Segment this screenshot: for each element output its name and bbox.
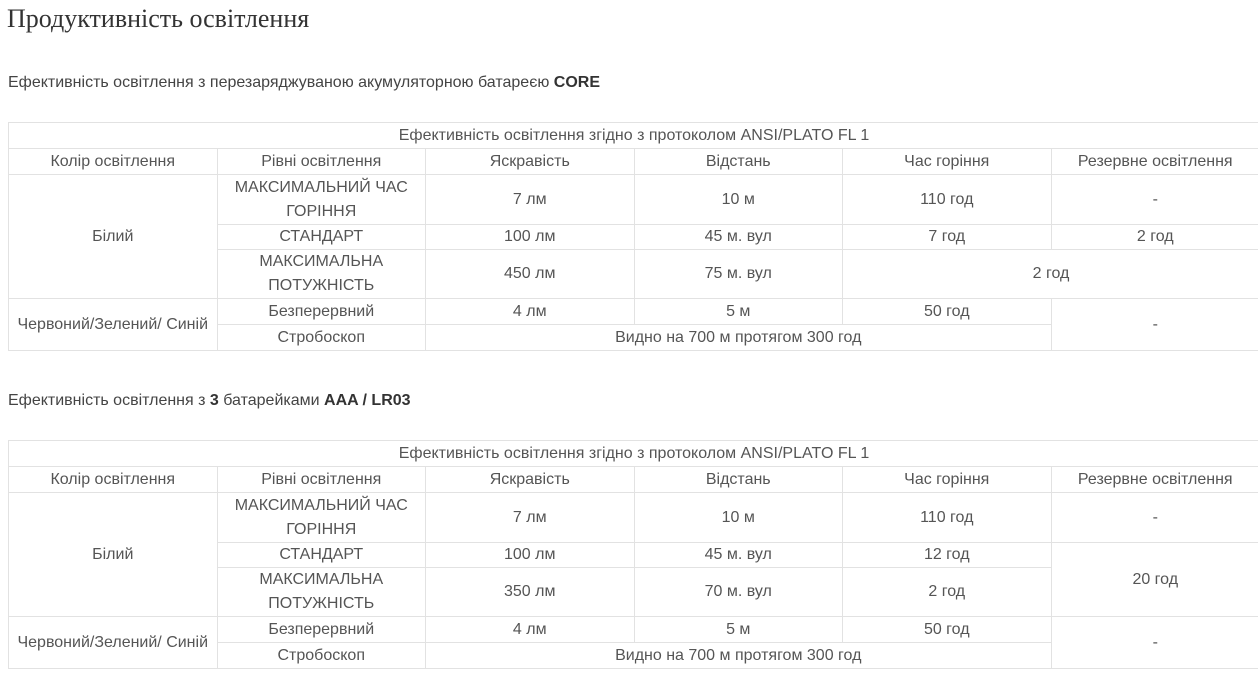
table-cell: 100 лм bbox=[425, 542, 635, 568]
table-cell: 2 год bbox=[842, 249, 1258, 299]
table-cell: МАКСИМАЛЬНИЙ ЧАС ГОРІННЯ bbox=[216, 174, 426, 225]
table-cell: 450 лм bbox=[425, 249, 635, 299]
subtitle-part: Ефективність освітлення з bbox=[8, 392, 210, 409]
table-row: Стробоскоп Видно на 700 м протягом 300 го… bbox=[9, 642, 1258, 669]
table-cell: 2 год bbox=[842, 567, 1052, 617]
table-cell: 100 лм bbox=[425, 224, 635, 250]
table-cell: 7 лм bbox=[425, 492, 635, 543]
table-header-row: Колір освітлення Рівні освітлення Яскравіс… bbox=[8, 148, 1258, 175]
header-cell: Резервне освітлення bbox=[1050, 466, 1258, 493]
table-row: СТАНДАРТ 100 лм 45 м. вул 12 год 20 год bbox=[9, 542, 1258, 617]
lighting-performance-table-aaa: Ефективність освітлення згідно з протоко… bbox=[8, 440, 1258, 669]
subtitle-part: батарейками bbox=[218, 392, 325, 409]
table-row: Червоний/Зелений/ Синій Безперервний 4 лм 5… bbox=[8, 298, 1258, 351]
table-cell: Білий bbox=[8, 174, 218, 299]
header-cell: Ефективність освітлення згідно з протоко… bbox=[8, 122, 1258, 149]
table-cell: Видно на 700 м протягом 300 год bbox=[425, 642, 1052, 669]
table-cell: 4 лм bbox=[425, 616, 635, 643]
table-header-row: Колір освітлення Рівні освітлення Яскравіс… bbox=[8, 466, 1258, 493]
table-cell: СТАНДАРТ bbox=[216, 542, 426, 568]
table-cell: 70 м. вул bbox=[633, 567, 843, 617]
table-cell: 7 лм bbox=[425, 174, 635, 225]
header-cell: Відстань bbox=[633, 466, 843, 493]
table-cell: 75 м. вул bbox=[633, 249, 843, 299]
table-cell: 2 год bbox=[1050, 224, 1258, 250]
header-cell: Відстань bbox=[633, 148, 843, 175]
table-cell: МАКСИМАЛЬНА ПОТУЖНІСТЬ bbox=[216, 249, 426, 299]
table-cell: - bbox=[1050, 616, 1258, 669]
lighting-performance-table-core: Ефективність освітлення згідно з протоко… bbox=[8, 122, 1258, 351]
table-cell: Безперервний bbox=[216, 616, 426, 643]
table-row: МАКСИМАЛЬНА ПОТУЖНІСТЬ 450 лм 75 м. вул 2 г… bbox=[9, 249, 1258, 299]
table-cell: 110 год bbox=[842, 492, 1052, 543]
table-cell: Білий bbox=[8, 492, 218, 617]
header-cell: Рівні освітлення bbox=[216, 148, 426, 175]
table-row: Стробоскоп Видно на 700 м протягом 300 го… bbox=[9, 324, 1258, 351]
table-caption-row: Ефективність освітлення згідно з протоко… bbox=[8, 440, 1258, 467]
table-cell: 7 год bbox=[842, 224, 1052, 250]
table-cell: 45 м. вул bbox=[633, 542, 843, 568]
table-row: Білий МАКСИМАЛЬНИЙ ЧАС ГОРІННЯ 7 лм 10 м 110… bbox=[8, 174, 1258, 299]
header-cell: Час горіння bbox=[842, 148, 1052, 175]
table-cell: - bbox=[1050, 298, 1258, 351]
table-row: МАКСИМАЛЬНА ПОТУЖНІСТЬ 350 лм 70 м. вул 2 г… bbox=[9, 567, 1258, 617]
table-cell: Стробоскоп bbox=[216, 324, 426, 351]
table-cell: 4 лм bbox=[425, 298, 635, 325]
table-cell: Видно на 700 м протягом 300 год bbox=[425, 324, 1052, 351]
table-cell: 5 м bbox=[633, 616, 843, 643]
subtitle-part: CORE bbox=[553, 74, 601, 91]
table-cell: 10 м bbox=[633, 492, 843, 543]
header-cell: Яскравість bbox=[425, 466, 635, 493]
table-row: Червоний/Зелений/ Синій Безперервний 4 лм 5… bbox=[8, 616, 1258, 669]
table-caption-row: Ефективність освітлення згідно з протоко… bbox=[8, 122, 1258, 149]
subtitle-part: 3 bbox=[209, 392, 219, 409]
header-cell: Ефективність освітлення згідно з протоко… bbox=[8, 440, 1258, 467]
table-row: Білий МАКСИМАЛЬНИЙ ЧАС ГОРІННЯ 7 лм 10 м 110… bbox=[8, 492, 1258, 617]
table-cell: 45 м. вул bbox=[633, 224, 843, 250]
subtitle-part: AAA / LR03 bbox=[324, 392, 411, 409]
section-subtitle-core: Ефективність освітлення з перезаряджуван… bbox=[8, 74, 600, 92]
table-cell: Стробоскоп bbox=[216, 642, 426, 669]
table-cell: 5 м bbox=[633, 298, 843, 325]
table-cell: МАКСИМАЛЬНА ПОТУЖНІСТЬ bbox=[216, 567, 426, 617]
table-cell: МАКСИМАЛЬНИЙ ЧАС ГОРІННЯ bbox=[216, 492, 426, 543]
table-cell: СТАНДАРТ bbox=[216, 224, 426, 250]
table-cell: Червоний/Зелений/ Синій bbox=[8, 298, 218, 351]
table-cell: Червоний/Зелений/ Синій bbox=[8, 616, 218, 669]
page-title: Продуктивність освітлення bbox=[7, 4, 310, 33]
header-cell: Час горіння bbox=[842, 466, 1052, 493]
table-cell: 50 год bbox=[842, 298, 1052, 325]
table-cell: - bbox=[1050, 174, 1258, 225]
table-cell: 50 год bbox=[842, 616, 1052, 643]
header-cell: Резервне освітлення bbox=[1050, 148, 1258, 175]
table-cell: - bbox=[1050, 492, 1258, 543]
header-cell: Колір освітлення bbox=[8, 148, 218, 175]
table-cell: 12 год bbox=[842, 542, 1052, 568]
subtitle-part: Ефективність освітлення з перезаряджуван… bbox=[8, 74, 554, 91]
header-cell: Яскравість bbox=[425, 148, 635, 175]
table-cell: Безперервний bbox=[216, 298, 426, 325]
header-cell: Рівні освітлення bbox=[216, 466, 426, 493]
header-cell: Колір освітлення bbox=[8, 466, 218, 493]
section-subtitle-aaa: Ефективність освітлення з 3 батарейками … bbox=[8, 392, 411, 410]
table-cell: 10 м bbox=[633, 174, 843, 225]
table-cell: 110 год bbox=[842, 174, 1052, 225]
table-cell: 350 лм bbox=[425, 567, 635, 617]
table-cell: 20 год bbox=[1050, 542, 1258, 617]
